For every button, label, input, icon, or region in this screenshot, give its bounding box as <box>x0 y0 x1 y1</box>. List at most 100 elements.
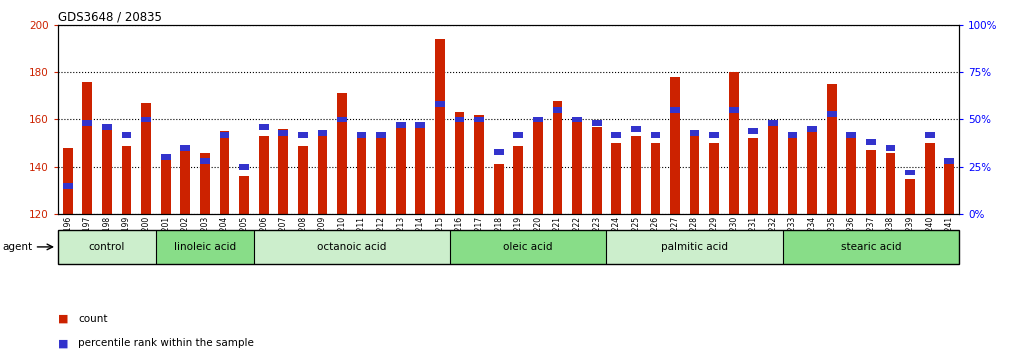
Bar <box>239 164 249 170</box>
Bar <box>141 116 151 122</box>
Bar <box>611 143 621 214</box>
Bar <box>258 136 268 214</box>
Bar <box>357 136 366 214</box>
Bar <box>494 165 503 214</box>
Bar <box>846 132 856 138</box>
Bar <box>141 103 151 214</box>
Bar <box>592 120 601 126</box>
Bar <box>552 107 562 113</box>
Bar <box>709 132 719 138</box>
Bar <box>298 132 308 138</box>
Bar <box>161 155 171 214</box>
Bar <box>905 170 915 176</box>
Bar <box>258 124 268 130</box>
Bar <box>749 128 759 134</box>
Bar <box>161 154 171 160</box>
Bar <box>58 230 156 264</box>
Bar <box>846 138 856 214</box>
Bar <box>180 148 190 214</box>
Text: linoleic acid: linoleic acid <box>174 242 236 252</box>
Text: percentile rank within the sample: percentile rank within the sample <box>78 338 254 348</box>
Bar <box>220 132 230 138</box>
Bar <box>82 120 93 126</box>
Bar <box>905 179 915 214</box>
Bar <box>376 136 386 214</box>
Bar <box>156 230 254 264</box>
Bar <box>651 143 660 214</box>
Text: ■: ■ <box>58 314 68 324</box>
Bar <box>606 230 783 264</box>
Bar <box>827 84 837 214</box>
Bar <box>866 139 876 145</box>
Bar <box>514 145 523 214</box>
Bar <box>122 132 131 138</box>
Text: GDS3648 / 20835: GDS3648 / 20835 <box>58 11 162 24</box>
Bar <box>592 127 601 214</box>
Bar <box>729 107 738 113</box>
Bar <box>455 116 465 122</box>
Bar <box>416 122 425 214</box>
Bar <box>749 138 759 214</box>
Text: palmitic acid: palmitic acid <box>661 242 728 252</box>
Bar <box>220 131 230 214</box>
Text: ■: ■ <box>58 338 68 348</box>
Bar <box>709 143 719 214</box>
Bar <box>200 158 210 164</box>
Bar <box>376 132 386 138</box>
Bar <box>924 132 935 138</box>
Bar <box>690 130 700 136</box>
Bar <box>787 132 797 138</box>
Bar <box>416 122 425 128</box>
Bar <box>690 136 700 214</box>
Bar <box>337 116 347 122</box>
Text: control: control <box>88 242 125 252</box>
Bar <box>200 153 210 214</box>
Text: oleic acid: oleic acid <box>503 242 553 252</box>
Bar <box>82 81 93 214</box>
Bar <box>886 145 895 151</box>
Bar <box>337 93 347 214</box>
Bar <box>807 131 817 214</box>
Text: stearic acid: stearic acid <box>841 242 901 252</box>
Bar <box>474 116 484 122</box>
Bar <box>455 112 465 214</box>
Bar <box>827 111 837 117</box>
Bar <box>611 132 621 138</box>
Bar <box>768 124 778 214</box>
Bar <box>317 130 327 136</box>
Bar <box>945 160 954 214</box>
Bar <box>102 124 112 130</box>
Bar <box>396 124 406 214</box>
Bar <box>435 101 444 107</box>
Bar <box>63 148 72 214</box>
Bar <box>435 39 444 214</box>
Bar <box>631 126 641 132</box>
Bar <box>866 150 876 214</box>
Bar <box>317 136 327 214</box>
Bar <box>533 117 543 214</box>
Bar <box>514 132 523 138</box>
Bar <box>102 124 112 214</box>
Bar <box>298 145 308 214</box>
Text: octanoic acid: octanoic acid <box>317 242 386 252</box>
Bar <box>239 176 249 214</box>
Bar <box>279 129 288 214</box>
Bar <box>631 136 641 214</box>
Bar <box>396 122 406 128</box>
Bar <box>63 183 72 189</box>
Bar <box>573 116 582 122</box>
Bar <box>768 120 778 126</box>
Bar <box>474 115 484 214</box>
Bar <box>279 130 288 136</box>
Bar <box>533 116 543 122</box>
Bar <box>573 119 582 214</box>
Bar <box>122 145 131 214</box>
Bar <box>787 138 797 214</box>
Bar <box>670 107 680 113</box>
Bar <box>494 149 503 155</box>
Bar <box>729 72 738 214</box>
Bar <box>450 230 606 264</box>
Bar <box>180 145 190 151</box>
Bar <box>945 158 954 164</box>
Bar <box>552 101 562 214</box>
